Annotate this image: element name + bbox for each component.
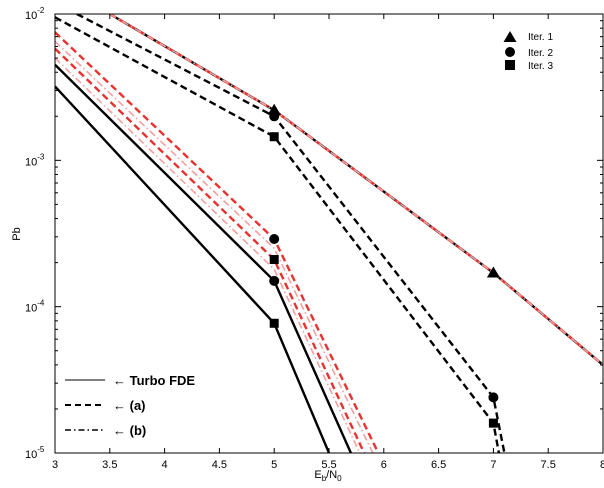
- series-4-marker-1: [488, 418, 498, 428]
- x-tick-label-6: 6: [381, 459, 387, 471]
- x-tick-label-1: 3.5: [102, 459, 117, 471]
- legend-turbo-fde-text: Turbo FDE: [130, 373, 196, 388]
- x-axis-label-sub2: 0: [337, 474, 342, 483]
- legend-circle-icon: [505, 47, 515, 57]
- x-tick-label-10: 8: [600, 459, 604, 471]
- series-4-marker-0: [269, 132, 279, 142]
- tick-layer: [54, 13, 604, 454]
- y-tick-label-2: 10-3: [25, 152, 45, 168]
- x-tick-label-3: 4.5: [212, 459, 227, 471]
- style-legend: ← Turbo FDE ← (a) ← (b): [65, 373, 195, 438]
- legend-b-arrow: ←: [113, 423, 126, 438]
- legend-iter1-label: Iter. 1: [528, 32, 553, 43]
- x-axis-label-sub1: b: [322, 474, 327, 483]
- legend-b-text: (b): [130, 423, 147, 438]
- x-axis-label-main: E: [314, 469, 321, 481]
- x-tick-label-9: 7.5: [541, 459, 556, 471]
- x-axis-label-mid: /N: [326, 469, 337, 481]
- legend-iter2-label: Iter. 2: [528, 48, 553, 59]
- x-tick-label-4: 5: [271, 459, 277, 471]
- series-3-marker-1: [488, 392, 499, 403]
- x-tick-label-0: 3: [52, 459, 58, 471]
- series-line-10: [55, 57, 361, 453]
- series-6-marker-0: [269, 318, 279, 328]
- marker-layer: [267, 103, 500, 428]
- series-0-marker-0: [267, 103, 281, 115]
- y-tick-label-3: 10-2: [25, 6, 45, 22]
- legend-a-label: ← (a): [113, 398, 146, 413]
- y-tick-label-0: 10-5: [25, 445, 45, 461]
- x-tick-label-8: 7: [490, 459, 496, 471]
- series-line-3: [76, 14, 506, 453]
- x-tick-label-5: 5.5: [321, 459, 336, 471]
- series-0-marker-1: [486, 266, 500, 278]
- x-axis-label: Eb/N0: [314, 469, 342, 483]
- legend-iter3-label: Iter. 3: [528, 61, 553, 72]
- series-9-marker-0: [269, 255, 279, 265]
- legend-b-label: ← (b): [113, 423, 146, 438]
- x-tick-labels: 3 3.5 4 4.5 5 5.5 6 6.5 7 7.5 8: [52, 459, 604, 471]
- y-tick-label-1: 10-4: [25, 299, 45, 315]
- legend-a-text: (a): [130, 398, 146, 413]
- series-5-marker-0: [269, 275, 280, 286]
- legend-square-icon: [505, 60, 515, 70]
- series-line-5: [55, 63, 352, 453]
- marker-legend: Iter. 1 Iter. 2 Iter. 3: [503, 31, 553, 72]
- legend-turbo-fde-arrow: ←: [113, 373, 126, 388]
- series-line-0: [109, 14, 603, 366]
- series-line-4: [55, 16, 501, 453]
- legend-turbo-fde-label: ← Turbo FDE: [113, 373, 195, 388]
- series-3-marker-0: [269, 111, 280, 122]
- legend-triangle-icon: [503, 31, 517, 42]
- y-tick-labels: 10-5 10-4 10-3 10-2: [25, 6, 45, 461]
- x-tick-label-2: 4: [162, 459, 168, 471]
- series-line-9: [55, 47, 366, 453]
- series-7-marker-0: [269, 234, 280, 245]
- legend-a-arrow: ←: [113, 398, 126, 413]
- x-tick-label-7: 6.5: [431, 459, 446, 471]
- y-axis-label: Pb: [11, 227, 23, 240]
- series-line-8: [55, 40, 374, 453]
